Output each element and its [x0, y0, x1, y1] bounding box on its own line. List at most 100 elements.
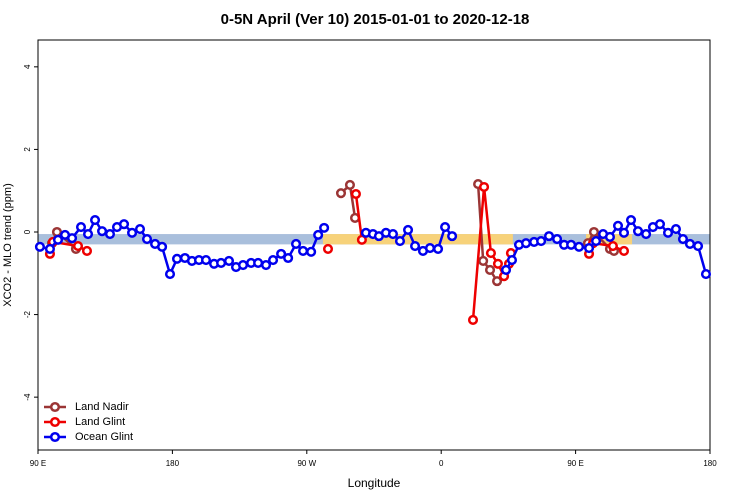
point — [506, 255, 518, 266]
point — [607, 240, 618, 252]
point — [479, 181, 490, 193]
y-tick-label: -2 — [23, 310, 32, 318]
point — [424, 243, 436, 254]
point — [700, 269, 712, 280]
point — [588, 226, 600, 238]
point — [410, 240, 421, 252]
point — [51, 226, 63, 238]
point — [306, 246, 317, 257]
point — [484, 264, 496, 276]
point — [283, 252, 294, 264]
point — [171, 253, 183, 264]
legend-label: Land Nadir — [75, 401, 129, 413]
point — [632, 226, 644, 237]
point — [566, 239, 577, 250]
point — [618, 245, 630, 257]
point — [500, 264, 512, 276]
x-tick-label: 180 — [166, 459, 180, 468]
point — [223, 255, 235, 266]
series-line — [48, 186, 625, 321]
y-tick-label: -4 — [23, 393, 32, 401]
y-axis-label: XCO2 - MLO trend (ppm) — [2, 183, 14, 306]
point — [492, 258, 503, 269]
point — [75, 221, 87, 233]
point — [322, 243, 334, 254]
x-tick-label: 90 W — [297, 459, 316, 468]
point — [492, 276, 503, 287]
point — [350, 188, 361, 200]
point — [34, 241, 45, 252]
point — [684, 238, 696, 250]
y-tick-label: 4 — [23, 64, 32, 69]
point — [66, 233, 78, 244]
point — [157, 241, 168, 252]
legend-marker — [49, 431, 61, 443]
point — [298, 245, 309, 257]
point — [520, 238, 532, 249]
point — [693, 240, 704, 252]
point — [394, 236, 406, 247]
point — [290, 238, 302, 250]
point — [104, 229, 116, 240]
point — [319, 222, 330, 233]
point — [402, 224, 414, 235]
legend-label: Ocean Glint — [75, 431, 133, 443]
point — [591, 236, 602, 247]
point — [164, 269, 176, 280]
point — [237, 259, 249, 271]
point — [260, 259, 272, 271]
point — [313, 229, 324, 240]
band-highlight — [322, 234, 513, 245]
point — [268, 255, 279, 266]
point — [573, 241, 585, 252]
y-tick-label: 0 — [23, 229, 32, 234]
point — [433, 243, 444, 254]
chart-title: 0-5N April (Ver 10) 2015-01-01 to 2020-1… — [221, 11, 530, 28]
point — [387, 229, 399, 240]
point — [81, 245, 93, 257]
point — [276, 248, 287, 259]
x-tick-label: 90 E — [567, 459, 583, 468]
point — [618, 227, 630, 238]
point — [612, 220, 624, 231]
point — [82, 229, 94, 240]
point — [447, 231, 458, 242]
point — [134, 224, 146, 235]
x-tick-label: 180 — [703, 459, 717, 468]
point — [662, 227, 674, 238]
point — [670, 224, 682, 235]
x-tick-label: 90 E — [30, 459, 46, 468]
point — [127, 227, 138, 238]
point — [72, 240, 84, 252]
point — [52, 234, 64, 245]
point — [478, 255, 489, 266]
point — [253, 257, 264, 269]
point — [356, 234, 367, 245]
point — [604, 231, 615, 242]
point — [44, 243, 55, 254]
point — [200, 255, 212, 266]
point — [97, 226, 108, 237]
point — [625, 214, 637, 226]
point — [641, 229, 652, 240]
x-axis-label: Longitude — [348, 476, 401, 490]
point — [467, 314, 479, 325]
point — [141, 233, 153, 245]
point — [216, 257, 227, 269]
point — [583, 243, 595, 254]
point — [485, 248, 496, 259]
legend-marker — [49, 416, 61, 428]
legend-marker — [49, 401, 61, 413]
point — [654, 219, 666, 230]
point — [543, 231, 555, 242]
x-tick-label: 0 — [439, 459, 444, 468]
point — [89, 214, 101, 226]
point — [118, 219, 130, 230]
point — [552, 233, 563, 245]
point — [677, 233, 689, 245]
point — [440, 221, 451, 233]
legend-label: Land Glint — [75, 416, 125, 428]
point — [344, 179, 356, 190]
y-tick-label: 2 — [23, 147, 32, 152]
